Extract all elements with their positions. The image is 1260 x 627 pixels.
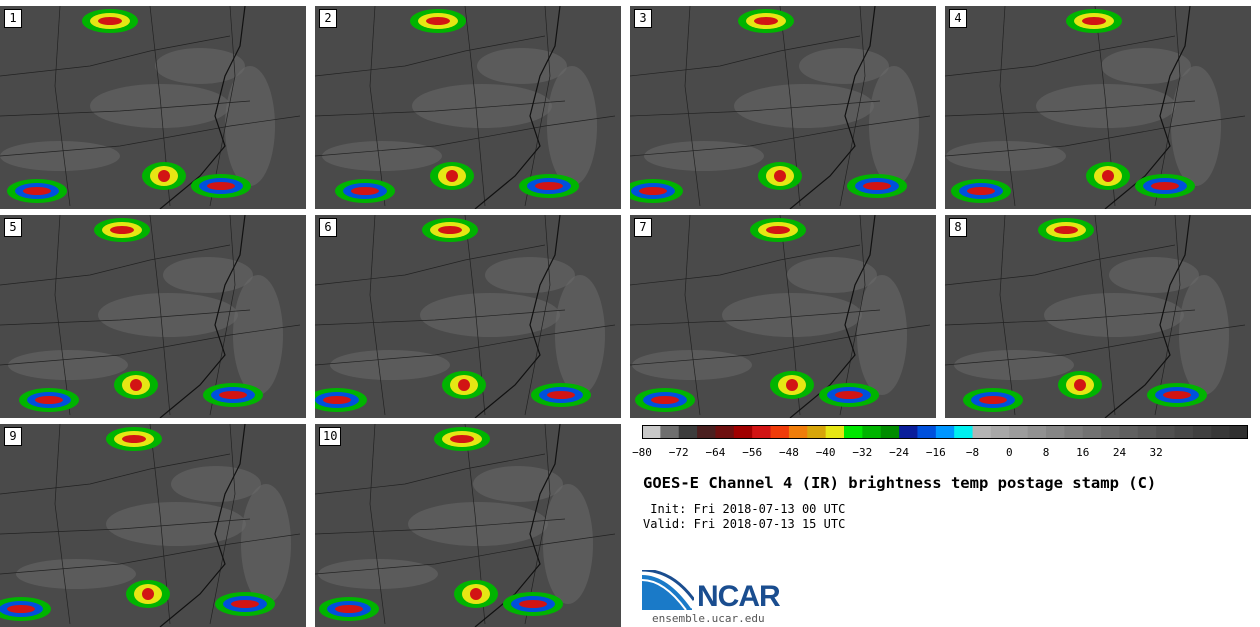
panel-number: 1: [4, 9, 22, 28]
map-panel-8: 8: [945, 215, 1251, 418]
colorbar-tick-label: −56: [742, 446, 763, 459]
satellite-map: [630, 6, 936, 209]
logo-url: ensemble.ucar.edu: [652, 612, 765, 625]
colorbar-swatch: [788, 425, 808, 439]
colorbar-swatch: [752, 425, 772, 439]
panel-number: 10: [319, 427, 342, 446]
colorbar-swatch: [1082, 425, 1102, 439]
init-time: Init: Fri 2018-07-13 00 UTC: [643, 502, 846, 516]
colorbar-tick-label: −16: [925, 446, 946, 459]
colorbar: [642, 425, 1248, 439]
panel-number: 6: [319, 218, 337, 237]
satellite-map: [945, 215, 1251, 418]
colorbar-tick-label: −80: [632, 446, 652, 459]
colorbar-swatch: [899, 425, 918, 439]
panel-number: 8: [949, 218, 967, 237]
colorbar-swatch: [1192, 425, 1212, 439]
map-panel-5: 5: [0, 215, 306, 418]
figure-title: GOES-E Channel 4 (IR) brightness temp po…: [643, 474, 1157, 492]
colorbar-swatch: [1046, 425, 1065, 439]
colorbar-swatch: [917, 425, 937, 439]
colorbar-swatch: [1229, 425, 1248, 439]
map-panel-9: 9: [0, 424, 306, 627]
colorbar-tick-label: −32: [852, 446, 873, 459]
colorbar-swatch: [770, 425, 790, 439]
map-panel-7: 7: [630, 215, 936, 418]
map-panel-1: 1: [0, 6, 306, 209]
colorbar-swatch: [697, 425, 716, 439]
logo-text: NCAR: [697, 580, 781, 613]
colorbar-tick-label: −64: [705, 446, 726, 459]
colorbar-tick-label: −72: [668, 446, 689, 459]
colorbar-swatch: [807, 425, 827, 439]
map-panel-6: 6: [315, 215, 621, 418]
colorbar-swatch: [825, 425, 845, 439]
colorbar-swatch: [1211, 425, 1231, 439]
map-panel-10: 10: [315, 424, 621, 627]
panel-number: 4: [949, 9, 967, 28]
colorbar-swatch: [715, 425, 735, 439]
colorbar-swatch: [1119, 425, 1139, 439]
colorbar-tick-label: −48: [778, 446, 799, 459]
colorbar-tick-label: 32: [1149, 446, 1163, 459]
satellite-map: [0, 215, 306, 418]
colorbar-tick-label: 16: [1076, 446, 1090, 459]
colorbar-swatch: [1174, 425, 1194, 439]
panel-number: 9: [4, 427, 22, 446]
satellite-map: [315, 424, 621, 627]
colorbar-tick-label: 24: [1112, 446, 1127, 459]
satellite-map: [630, 215, 936, 418]
colorbar-tick-label: −40: [815, 446, 836, 459]
colorbar-swatch: [844, 425, 863, 439]
satellite-map: [315, 6, 621, 209]
colorbar-tick-label: −24: [889, 446, 910, 459]
colorbar-swatch: [1027, 425, 1047, 439]
colorbar-swatch: [1137, 425, 1157, 439]
colorbar-tick-label: 8: [1042, 446, 1050, 459]
colorbar-swatch: [1156, 425, 1176, 439]
panel-number: 3: [634, 9, 652, 28]
satellite-map: [315, 215, 621, 418]
panel-number: 5: [4, 218, 22, 237]
satellite-map: [945, 6, 1251, 209]
panel-number: 2: [319, 9, 337, 28]
panel-number: 7: [634, 218, 652, 237]
colorbar-swatch: [935, 425, 955, 439]
colorbar-swatch: [1064, 425, 1084, 439]
satellite-map: [0, 6, 306, 209]
colorbar-swatch: [660, 425, 680, 439]
colorbar-swatch: [880, 425, 900, 439]
colorbar-tick-label: −8: [965, 446, 980, 459]
colorbar-swatch: [642, 425, 661, 439]
colorbar-swatch: [1009, 425, 1029, 439]
ncar-logo-icon: [642, 570, 694, 611]
map-panel-4: 4: [945, 6, 1251, 209]
colorbar-swatch: [678, 425, 698, 439]
valid-time: Valid: Fri 2018-07-13 15 UTC: [643, 517, 846, 531]
map-panel-3: 3: [630, 6, 936, 209]
satellite-map: [0, 424, 306, 627]
colorbar-swatch: [862, 425, 882, 439]
colorbar-swatch: [990, 425, 1010, 439]
colorbar-tick-label: 0: [1005, 446, 1013, 459]
colorbar-swatch: [733, 425, 753, 439]
map-panel-2: 2: [315, 6, 621, 209]
colorbar-swatch: [954, 425, 974, 439]
colorbar-swatch: [972, 425, 992, 439]
colorbar-swatch: [1101, 425, 1120, 439]
